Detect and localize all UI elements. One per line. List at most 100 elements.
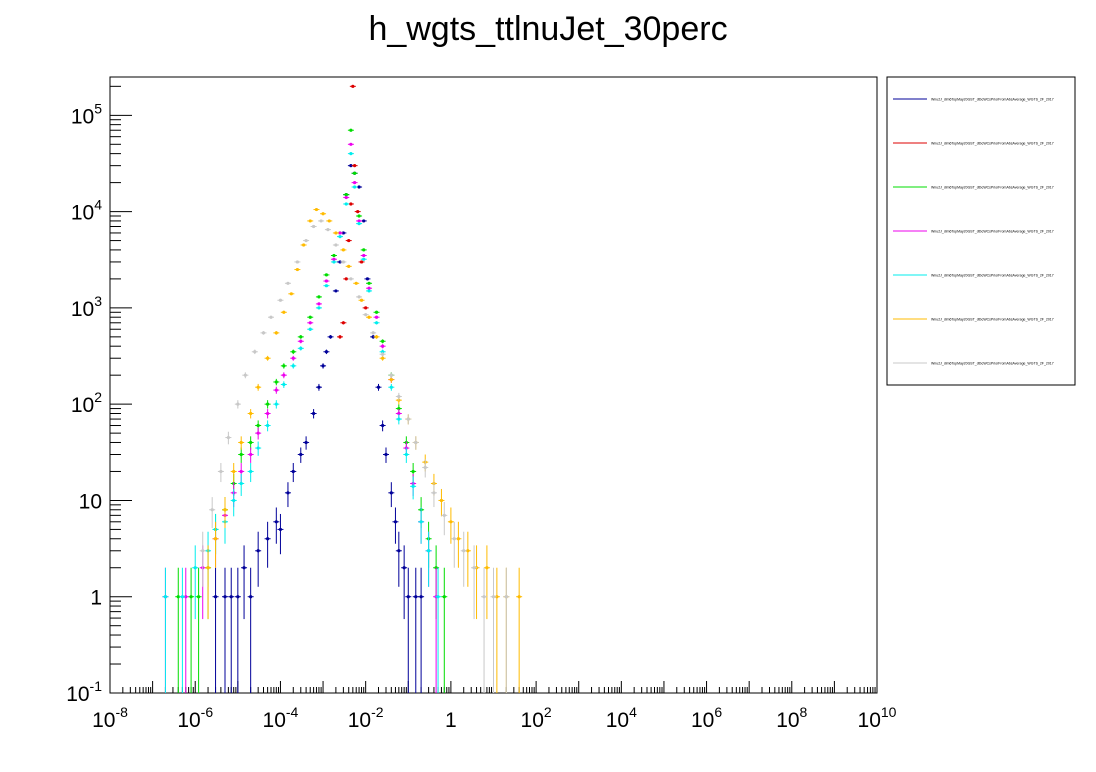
data-point [332,243,339,247]
data-point [247,463,254,483]
x-tick-label-base: 10 [606,709,629,732]
data-point [401,545,408,620]
legend-label: Wnu2J_dim6TopMay20GST_dtbcWCsPriorFromAb… [931,142,1054,146]
data-point [238,436,245,450]
point-marker [266,356,270,360]
point-marker [219,469,223,474]
data-point [395,531,402,587]
point-marker [249,440,253,445]
y-tick-label-base: 10 [66,683,89,706]
data-series [162,152,442,693]
data-point [195,567,202,693]
x-tick-label: 1 [445,709,457,732]
point-marker [256,549,260,553]
data-point [241,545,248,620]
point-marker [357,219,361,223]
point-marker [466,549,470,553]
point-marker [278,527,283,532]
point-marker [317,306,321,310]
point-marker [274,331,278,335]
data-point [280,310,287,314]
data-point [310,409,317,419]
point-marker [381,339,385,343]
point-marker [504,595,508,599]
point-marker [201,549,205,553]
point-marker [357,185,361,189]
legend-label: Wnu2J_dim6TopMay20GST_dtbcWCsPriorFromAb… [931,362,1054,366]
point-marker [226,435,230,440]
point-marker [364,306,368,310]
data-point [222,567,229,693]
point-marker [256,431,260,435]
point-marker [393,520,398,524]
data-point [179,567,186,693]
point-marker [282,382,286,387]
point-marker [349,202,353,206]
data-point [340,321,347,325]
point-marker [365,277,370,281]
data-point [356,222,363,226]
point-marker [344,195,348,200]
y-tick-label-base: 1 [90,587,102,610]
data-point [228,567,235,693]
data-point [345,264,352,268]
data-point [255,427,262,440]
data-point [373,335,380,339]
data-point [212,567,219,693]
legend-entry: Wnu2J_dim6TopMay20GST_dtbcWCsPriorFromAb… [893,186,1054,190]
point-marker [308,321,312,325]
legend-entry: Wnu2J_dim6TopMay20GST_dtbcWCsPriorFromAb… [893,362,1054,366]
point-marker [317,302,321,306]
data-point [225,431,232,445]
point-marker [286,281,290,285]
point-marker [274,402,278,406]
y-tick-label-exp: 4 [94,197,102,213]
point-marker [356,209,360,214]
data-point [347,152,354,156]
point-marker [274,388,278,392]
point-marker [317,385,321,389]
data-point [255,531,262,587]
data-point [307,321,314,325]
point-marker [236,595,240,599]
point-marker [291,350,295,354]
data-point [343,202,350,206]
data-point [356,214,363,218]
point-marker [427,549,431,553]
point-marker [332,260,336,264]
data-points [162,84,523,693]
point-marker [353,164,357,168]
data-point [481,567,488,693]
point-marker [389,373,393,377]
data-point [290,463,297,483]
data-point [358,260,365,264]
data-point [330,253,337,258]
point-marker [376,385,381,389]
data-point [251,349,258,355]
data-point [366,315,373,319]
data-point [290,363,297,369]
point-marker [229,595,233,599]
point-marker [485,566,489,570]
chart-title: h_wgts_ttlnuJet_30perc [368,10,727,48]
point-marker [232,469,236,474]
point-marker [326,228,330,232]
data-point [405,567,412,693]
point-marker [349,152,353,156]
data-point [288,292,295,296]
data-point [451,521,458,568]
point-marker [389,385,393,389]
point-marker [291,364,295,368]
y-tick-label: 105 [71,100,102,128]
point-marker [249,411,253,416]
point-marker [338,335,342,339]
point-marker [299,335,303,339]
data-point [460,531,467,587]
point-marker [334,243,338,247]
point-marker [213,595,218,599]
data-point [435,567,442,693]
point-marker [367,281,371,285]
data-point [379,351,386,357]
point-marker [239,481,243,486]
x-tick-label-exp: -6 [201,704,214,720]
